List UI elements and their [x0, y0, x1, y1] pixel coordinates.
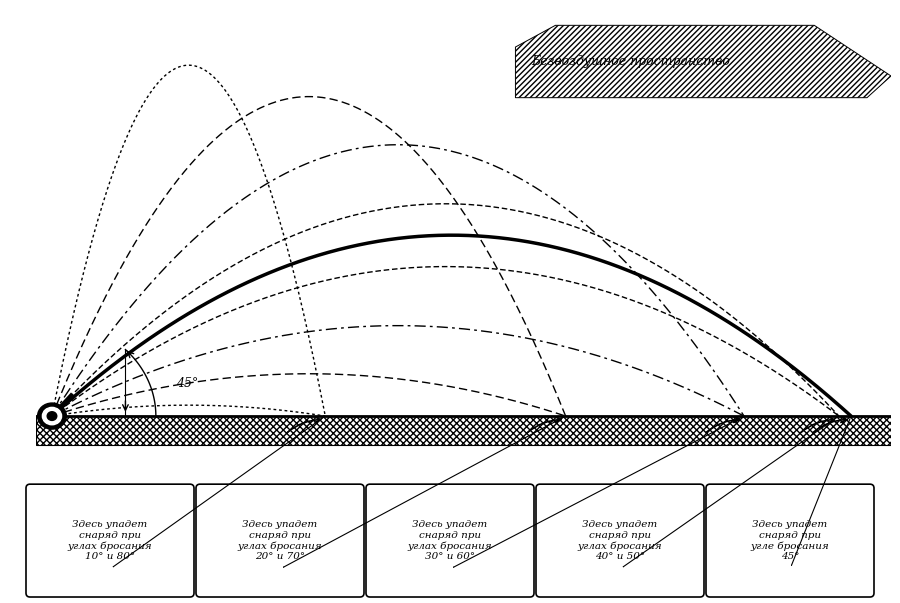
FancyBboxPatch shape: [366, 484, 534, 597]
Bar: [36, 416, 900, 445]
Circle shape: [38, 403, 67, 429]
Text: 45°: 45°: [176, 377, 198, 390]
Circle shape: [47, 412, 57, 420]
FancyBboxPatch shape: [26, 484, 194, 597]
Text: Безвоздушное пространство: Безвоздушное пространство: [531, 55, 730, 68]
FancyBboxPatch shape: [706, 484, 874, 597]
Text: Здесь упадет
снаряд при
углах бросания
40° и 50°: Здесь упадет снаряд при углах бросания 4…: [578, 520, 662, 561]
Text: Здесь упадет
снаряд при
угле бросания
45°: Здесь упадет снаряд при угле бросания 45…: [751, 520, 830, 561]
FancyBboxPatch shape: [196, 484, 364, 597]
Bar: [36, 416, 900, 445]
Circle shape: [42, 408, 61, 425]
FancyBboxPatch shape: [536, 484, 704, 597]
Text: Здесь упадет
снаряд при
углах бросания
30° и 60°: Здесь упадет снаряд при углах бросания 3…: [408, 520, 492, 561]
Text: Здесь упадет
снаряд при
углах бросания
10° и 80°: Здесь упадет снаряд при углах бросания 1…: [68, 520, 152, 561]
Text: Здесь упадет
снаряд при
углах бросания
20° и 70°: Здесь упадет снаряд при углах бросания 2…: [238, 520, 322, 561]
